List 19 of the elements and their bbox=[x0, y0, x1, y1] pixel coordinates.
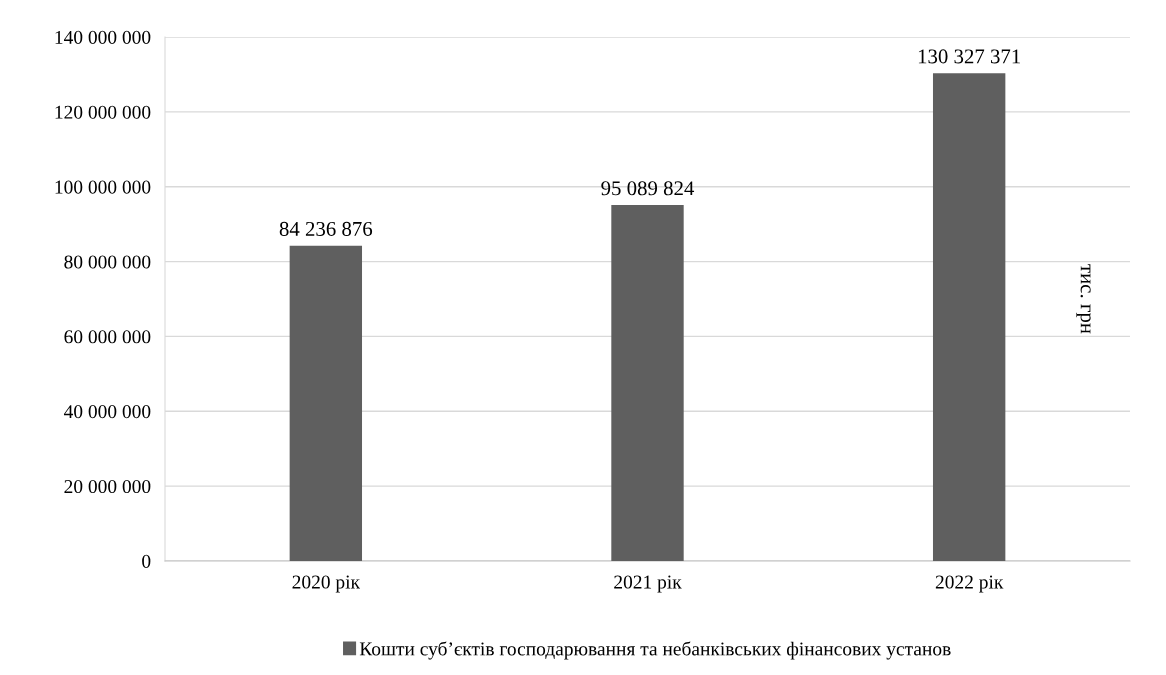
y-tick-label: 20 000 000 bbox=[64, 479, 151, 494]
bar bbox=[289, 245, 363, 561]
bar bbox=[611, 205, 684, 561]
text: 95 089 824 bbox=[601, 181, 695, 196]
text: 130 327 371 bbox=[918, 49, 1020, 64]
y-tick-label: 140 000 000 bbox=[55, 30, 151, 44]
y-tick-label: 40 000 000 bbox=[63, 405, 151, 419]
x-tick-label: 2020 рік bbox=[292, 575, 361, 593]
bar bbox=[932, 73, 1006, 561]
y-tick-label: 60 000 000 bbox=[64, 330, 151, 344]
y-tick-label: 120 000 000 bbox=[55, 105, 151, 119]
legend-label: Кошти суб’єктів господарювання та небанківських фінансових установ bbox=[359, 641, 951, 660]
y-axis-title: тис. грн bbox=[1076, 264, 1091, 334]
x-tick-label: 2021 рік bbox=[614, 575, 682, 593]
y-tick-label: 0 bbox=[142, 554, 151, 568]
text: 84 236 876 bbox=[279, 221, 373, 236]
y-tick-label: 80 000 000 bbox=[64, 255, 151, 269]
x-tick-label: 2022 рік bbox=[935, 575, 1004, 593]
y-tick-label: 100 000 000 bbox=[55, 180, 151, 194]
